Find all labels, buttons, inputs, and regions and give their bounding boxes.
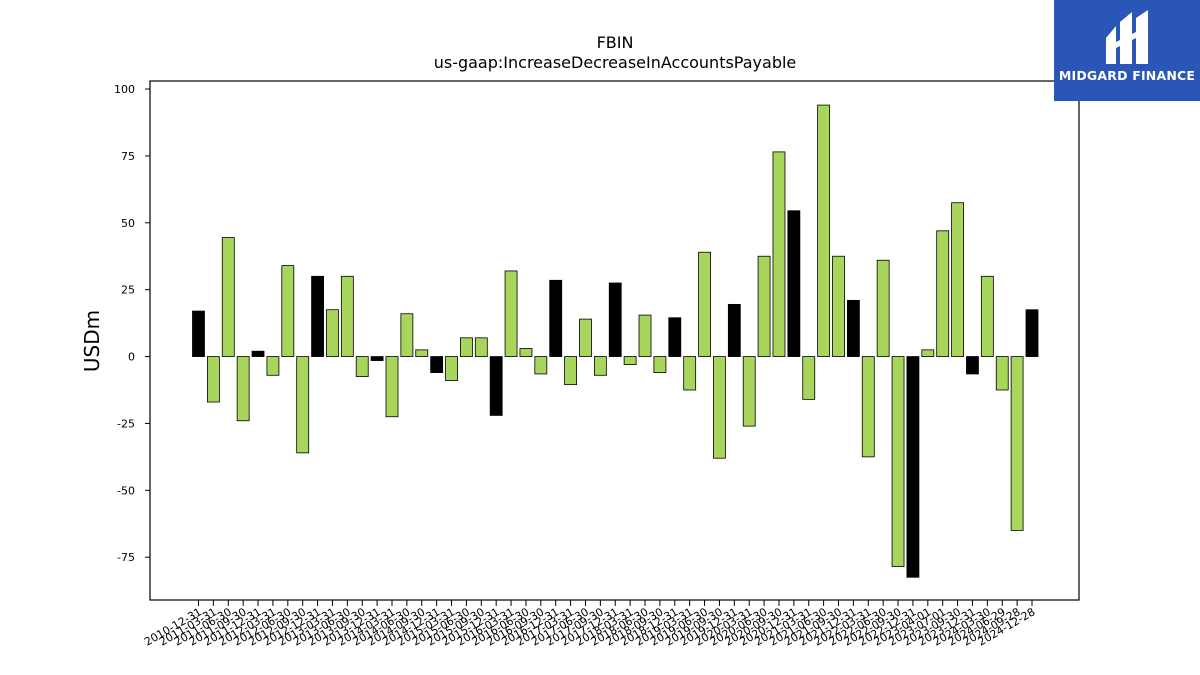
bar-2023-04-01 — [921, 349, 935, 357]
bar-2017-12-31 — [608, 282, 622, 357]
y-tick-label: 0 — [128, 351, 135, 364]
bar-2017-03-31 — [564, 356, 577, 386]
chart-title: FBIN — [597, 33, 634, 52]
bar-2024-09-28 — [1010, 356, 1024, 531]
bar-2020-09-30 — [772, 151, 786, 357]
bar-2019-06-30 — [698, 251, 711, 357]
bar-2019-03-31 — [683, 356, 697, 391]
y-axis-label: USDm — [80, 310, 104, 372]
bar-2015-09-30 — [474, 337, 488, 357]
bar-2010-12-31 — [192, 310, 205, 357]
bar-2017-09-30 — [593, 356, 607, 376]
bar-2021-06-30 — [817, 104, 831, 357]
bar-2024-03-30 — [980, 275, 994, 357]
bar-2012-03-31 — [266, 356, 280, 376]
bar-2019-12-31 — [727, 303, 741, 357]
bar-2023-12-31 — [966, 356, 979, 375]
bar-2013-09-30 — [355, 356, 369, 378]
bar-2022-12-31 — [906, 356, 920, 578]
bar-2013-03-31 — [326, 309, 339, 357]
brand-name: MIDGARD FINANCE — [1058, 68, 1196, 83]
bar-2021-12-31 — [846, 299, 860, 357]
bar-2016-09-30 — [534, 356, 548, 375]
y-tick-label: 25 — [121, 284, 135, 297]
chart-subtitle: us-gaap:IncreaseDecreaseInAccountsPayabl… — [434, 53, 797, 72]
y-tick-label: 50 — [121, 217, 135, 230]
y-tick-label: 100 — [114, 83, 135, 96]
bar-2022-06-30 — [876, 259, 890, 357]
bar-2011-06-30 — [221, 237, 235, 357]
bar-2018-09-30 — [653, 356, 667, 374]
bar-2016-03-31 — [504, 270, 518, 357]
bar-group — [192, 104, 1039, 578]
bar-2011-12-31 — [251, 350, 265, 357]
brand-logo: MIDGARD FINANCE — [1054, 0, 1200, 101]
y-tick-label: -25 — [117, 417, 135, 430]
bar-2015-12-31 — [489, 356, 503, 416]
bar-2013-12-31 — [370, 356, 384, 361]
bar-2019-09-30 — [713, 356, 726, 459]
bar-2013-06-30 — [340, 275, 354, 357]
bar-2014-12-31 — [430, 356, 444, 374]
y-axis: 100 75 50 25 0 -25 -50 -75 — [114, 83, 150, 564]
bar-2014-06-30 — [400, 313, 414, 357]
bar-2012-09-30 — [296, 356, 310, 454]
bar-2018-12-31 — [668, 317, 682, 357]
bar-2020-12-31 — [787, 210, 801, 357]
bar-2021-09-30 — [832, 255, 845, 357]
bar-2015-06-30 — [460, 337, 473, 357]
bar-2017-06-30 — [579, 318, 592, 357]
bar-2011-03-31 — [206, 356, 220, 403]
bar-2023-07-01 — [936, 230, 950, 357]
bar-2021-03-31 — [802, 356, 816, 400]
y-tick-label: -75 — [117, 551, 135, 564]
bar-2024-06-29 — [995, 356, 1009, 391]
plot-frame — [149, 80, 1080, 601]
bar-2016-06-30 — [519, 348, 533, 357]
midgard-logo-icon — [1106, 10, 1148, 64]
bar-2015-03-31 — [445, 356, 458, 382]
bar-2016-12-31 — [549, 279, 563, 357]
bar-2022-03-31 — [861, 356, 875, 458]
bar-2020-06-30 — [757, 255, 771, 357]
y-tick-label: -50 — [117, 484, 135, 497]
bar-2014-03-31 — [385, 356, 399, 418]
bar-2011-09-30 — [236, 356, 250, 422]
bar-2023-09-30 — [951, 202, 964, 357]
bar-2020-03-31 — [742, 356, 756, 427]
bar-2022-09-30 — [891, 356, 905, 567]
bar-2024-12-28 — [1025, 309, 1039, 357]
bar-2012-12-31 — [311, 275, 324, 357]
x-axis: 2010-12-312011-03-312011-06-302011-09-30… — [142, 600, 1038, 649]
y-tick-label: 75 — [121, 150, 135, 163]
bar-2014-09-30 — [415, 349, 429, 357]
bar-2018-03-31 — [623, 356, 637, 365]
bar-2012-06-30 — [281, 265, 295, 357]
bar-2018-06-30 — [638, 314, 652, 357]
